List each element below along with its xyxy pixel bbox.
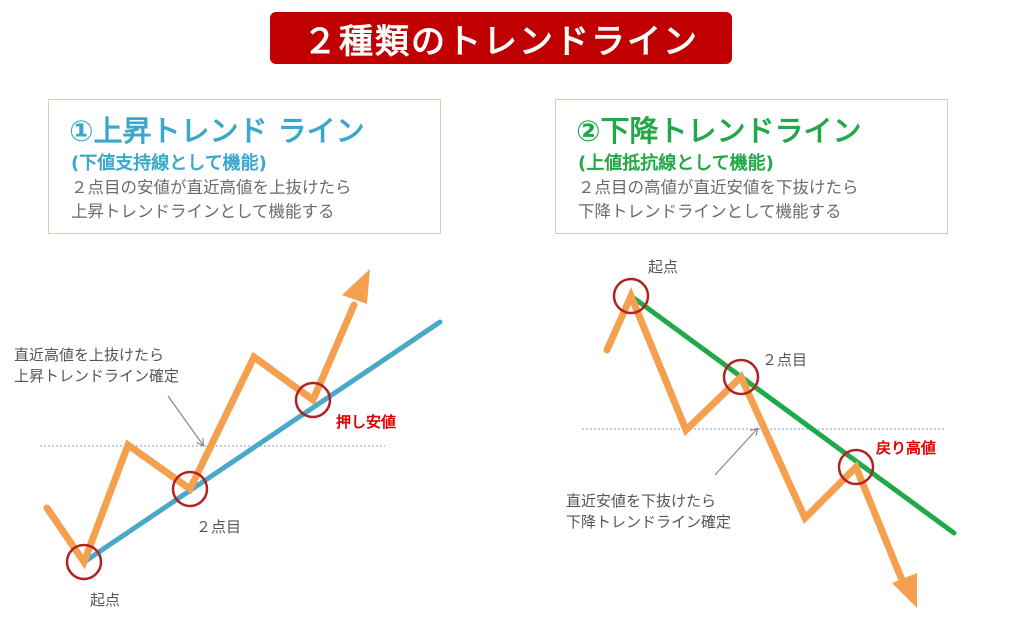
downtrend-arrowhead (892, 573, 917, 608)
downtrend-annotation: 直近安値を下抜けたら 下降トレンドライン確定 (566, 491, 731, 533)
downtrend-annotation-pointer (714, 429, 757, 476)
uptrend-info-box: ①上昇トレンド ライン (下値支持線として機能) ２点目の安値が直近高値を上抜け… (48, 99, 441, 234)
uptrend-price-path (43, 301, 358, 570)
uptrend-start-label: 起点 (90, 591, 121, 609)
uptrend-description: ２点目の安値が直近高値を上抜けたら 上昇トレンドラインとして機能する (71, 176, 352, 224)
downtrend-rally-circle (837, 448, 875, 486)
uptrend-heading: ①上昇トレンド ライン (69, 114, 365, 148)
downtrend-start-label: 起点 (648, 258, 679, 276)
title-banner: ２種類のトレンドライン (270, 12, 732, 64)
downtrend-price-path (603, 287, 908, 589)
uptrend-annotation-line1: 直近高値を上抜けたら (14, 346, 165, 364)
uptrend-annotation: 直近高値を上抜けたら 上昇トレンドライン確定 (14, 345, 179, 387)
downtrend-info-box: ②下降トレンドライン (上値抵抗線として機能) ２点目の高値が直近安値を下抜けた… (555, 99, 948, 234)
downtrend-start-circle (612, 277, 650, 315)
downtrend-description: ２点目の高値が直近安値を下抜けたら 下降トレンドラインとして機能する (578, 176, 859, 224)
uptrend-second-point-circle (171, 470, 209, 508)
downtrend-rally-label: 戻り高値 (876, 439, 937, 457)
uptrend-line (81, 319, 443, 565)
uptrend-description-line2: 上昇トレンドラインとして機能する (71, 202, 335, 221)
downtrend-description-line1: ２点目の高値が直近安値を下抜けたら (578, 178, 859, 197)
downtrend-heading: ②下降トレンドライン (576, 114, 862, 148)
uptrend-pullback-circle (294, 381, 332, 419)
downtrend-description-line2: 下降トレンドラインとして機能する (578, 202, 842, 221)
uptrend-description-line1: ２点目の安値が直近高値を上抜けたら (71, 178, 352, 197)
downtrend-second-point-label: ２点目 (762, 351, 808, 369)
uptrend-subheading: (下値支持線として機能) (71, 153, 267, 174)
page-title: ２種類のトレンドライン (303, 21, 699, 62)
downtrend-annotation-line1: 直近安値を下抜けたら (566, 492, 717, 510)
uptrend-pullback-label: 押し安値 (336, 413, 397, 431)
downtrend-subheading: (上値抵抗線として機能) (578, 153, 774, 174)
downtrend-annotation-line2: 下降トレンドライン確定 (566, 513, 732, 531)
uptrend-second-point-label: ２点目 (196, 518, 242, 536)
downtrend-line (628, 293, 957, 536)
downtrend-second-point-circle (722, 358, 760, 396)
uptrend-annotation-line2: 上昇トレンドライン確定 (14, 367, 180, 385)
uptrend-start-circle (65, 543, 103, 581)
uptrend-annotation-pointer (167, 395, 203, 445)
uptrend-arrowhead (342, 269, 370, 304)
